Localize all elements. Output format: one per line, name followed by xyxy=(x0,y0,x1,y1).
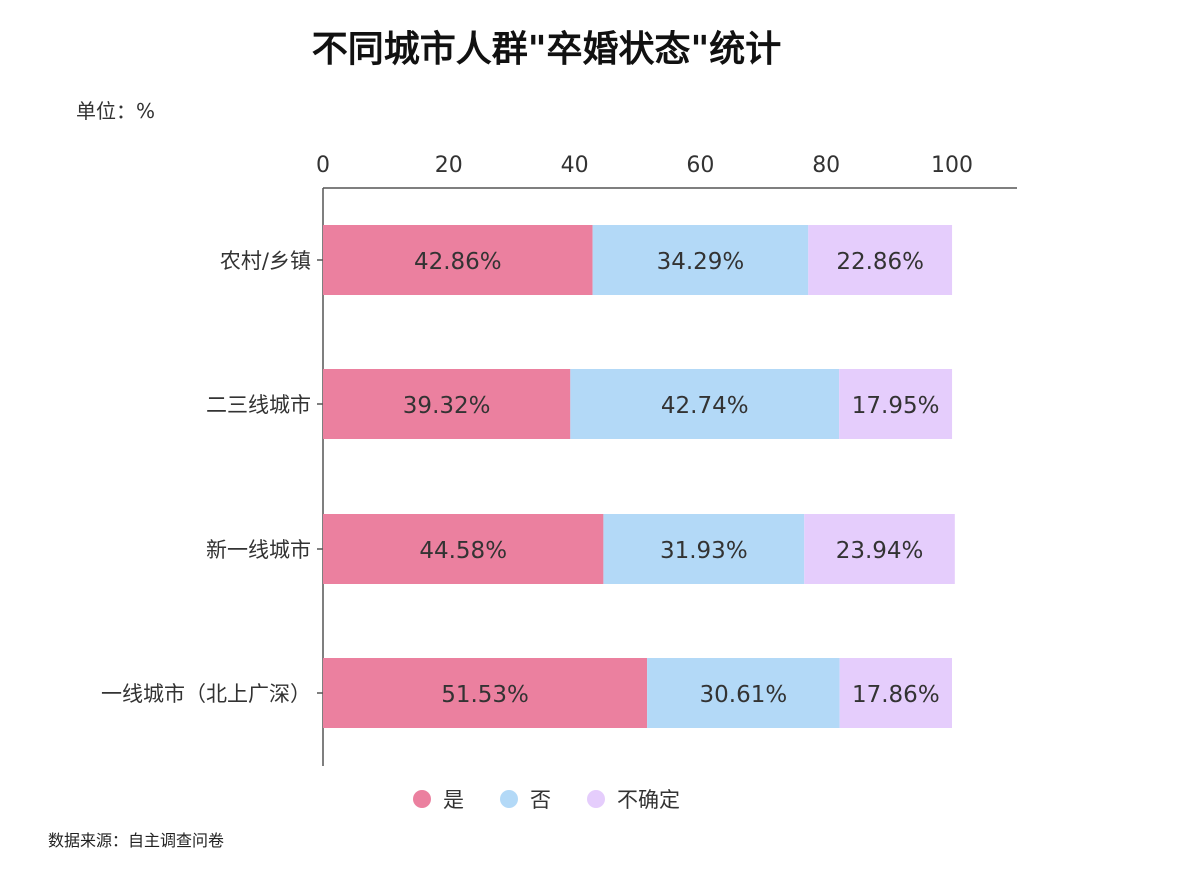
chart-title: 不同城市人群"卒婚状态"统计 xyxy=(311,29,782,70)
legend-swatch xyxy=(500,790,518,808)
bar-segment xyxy=(647,658,840,728)
legend-item: 不确定 xyxy=(587,784,680,814)
category-label: 二三线城市 xyxy=(206,393,311,417)
bar-segment xyxy=(839,658,952,728)
bar-segment xyxy=(323,369,571,439)
bar-segment xyxy=(323,225,593,295)
category-label: 一线城市（北上广深） xyxy=(101,682,311,706)
legend-swatch xyxy=(413,790,431,808)
data-label: 34.29% xyxy=(657,249,745,275)
x-tick-label: 60 xyxy=(686,153,714,178)
bar-segment xyxy=(839,369,953,439)
legend-label: 是 xyxy=(443,788,464,812)
bar-segment xyxy=(804,514,955,584)
bars xyxy=(323,225,955,728)
x-tick-label: 100 xyxy=(931,153,973,178)
data-label: 30.61% xyxy=(700,682,788,708)
legend: 是 否 不确定 xyxy=(0,784,1093,814)
labels: 42.86% 34.29% 22.86% 39.32% 42.74% 17.95% 44.5… xyxy=(403,249,940,708)
x-tick-label: 20 xyxy=(435,153,463,178)
data-label: 31.93% xyxy=(660,538,748,564)
data-label: 44.58% xyxy=(419,538,507,564)
bar-segment xyxy=(323,514,604,584)
data-label: 22.86% xyxy=(836,249,924,275)
data-label: 23.94% xyxy=(836,538,924,564)
category-label: 新一线城市 xyxy=(206,538,311,562)
data-label: 42.74% xyxy=(661,393,749,419)
x-tick-label: 0 xyxy=(316,153,330,178)
category-label: 农村/乡镇 xyxy=(220,249,311,273)
legend-item: 是 xyxy=(413,784,464,814)
legend-item: 否 xyxy=(500,784,551,814)
data-label: 39.32% xyxy=(403,393,491,419)
data-label: 42.86% xyxy=(414,249,502,275)
bar-segment xyxy=(323,658,648,728)
x-tick-label: 80 xyxy=(812,153,840,178)
legend-label: 不确定 xyxy=(617,788,680,812)
data-label: 17.95% xyxy=(852,393,940,419)
data-source-note: 数据来源：自主调查问卷 xyxy=(48,831,225,850)
legend-label: 否 xyxy=(530,788,551,812)
data-label: 17.86% xyxy=(852,682,940,708)
legend-swatch xyxy=(587,790,605,808)
unit-label: 单位：% xyxy=(76,99,156,123)
x-tick-label: 40 xyxy=(561,153,589,178)
bar-segment xyxy=(603,514,805,584)
data-label: 51.53% xyxy=(441,682,529,708)
bar-segment xyxy=(808,225,953,295)
bar-segment xyxy=(570,369,840,439)
bar-segment xyxy=(592,225,809,295)
